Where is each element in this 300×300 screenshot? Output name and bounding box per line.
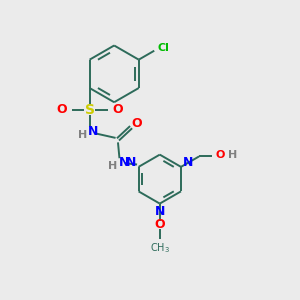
Text: O: O: [154, 218, 165, 231]
Text: $\sf{CH_3}$: $\sf{CH_3}$: [150, 242, 170, 255]
Text: O: O: [216, 150, 225, 160]
Text: N: N: [154, 206, 165, 218]
Text: O: O: [112, 103, 123, 116]
Text: O: O: [56, 103, 67, 116]
Text: N: N: [118, 156, 129, 169]
Text: S: S: [85, 103, 94, 116]
Text: N: N: [183, 156, 194, 169]
Text: H: H: [228, 150, 237, 160]
Text: H: H: [108, 161, 118, 171]
Text: O: O: [132, 117, 142, 130]
Text: N: N: [88, 125, 98, 138]
Text: N: N: [126, 156, 136, 169]
Text: Cl: Cl: [157, 43, 169, 53]
Text: H: H: [78, 130, 88, 140]
